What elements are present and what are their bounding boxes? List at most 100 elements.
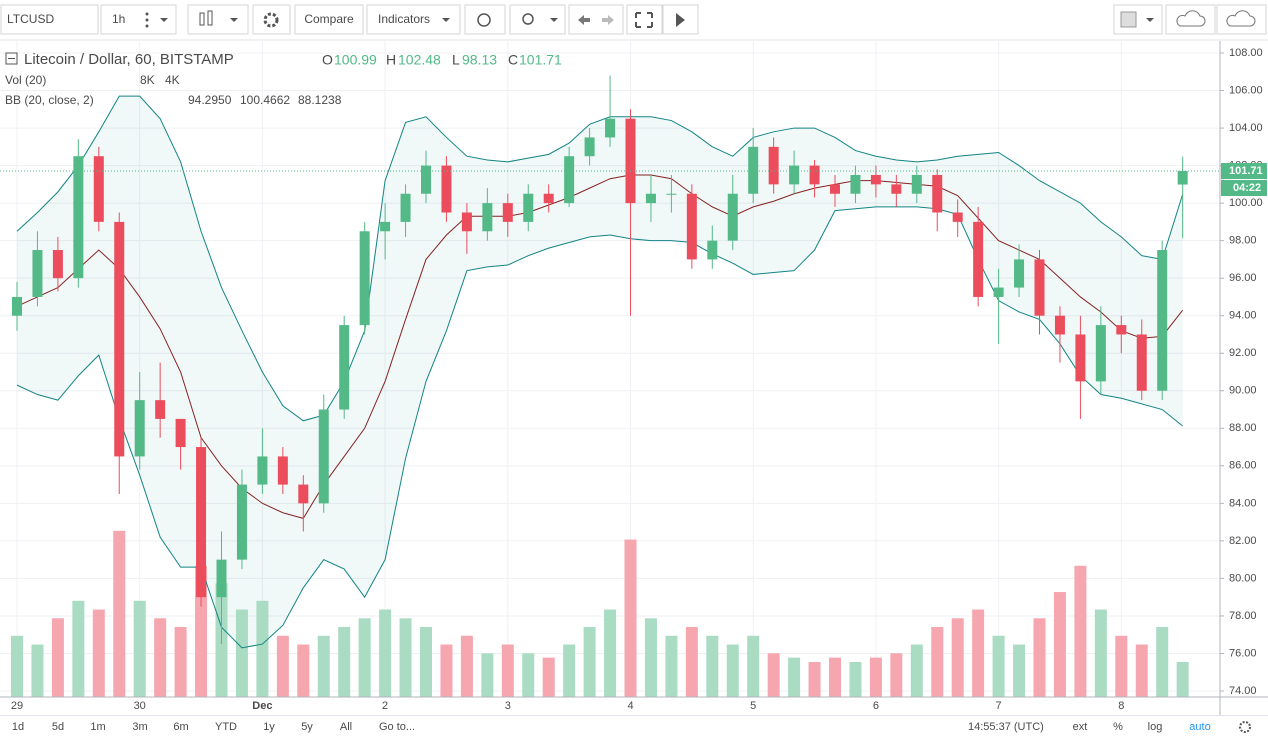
- ohlc-value: 101.71: [519, 52, 562, 68]
- candle-body: [666, 193, 677, 195]
- countdown-tag: [1221, 180, 1267, 197]
- candle-body: [93, 156, 104, 222]
- candle-body: [1075, 334, 1086, 382]
- color-swatch: [1120, 11, 1137, 28]
- ohlc-label: H: [386, 52, 396, 68]
- replay-box[interactable]: [662, 4, 699, 35]
- candle-body: [605, 118, 616, 138]
- y-tick-label: 78.00: [1229, 610, 1257, 622]
- scale-option[interactable]: ext: [1073, 721, 1088, 733]
- volume-bar: [133, 600, 146, 697]
- alert-box[interactable]: [464, 4, 506, 35]
- idea-box[interactable]: [509, 4, 566, 35]
- volume-bar: [440, 644, 453, 697]
- load-box[interactable]: [1165, 4, 1216, 35]
- range-button[interactable]: 5y: [301, 721, 313, 733]
- bottom-controls: 1d 5d 1m 3m 6m YTD 1y 5y All Go to... 14:55:37 (UT…: [12, 721, 1251, 733]
- scale-option[interactable]: auto: [1189, 721, 1210, 733]
- volume-bar: [256, 600, 269, 697]
- range-button[interactable]: 1m: [90, 721, 105, 733]
- volume-bar: [1176, 662, 1189, 697]
- volume-bar: [297, 644, 310, 697]
- volume-bar: [51, 618, 64, 697]
- candle-body: [830, 184, 840, 194]
- candle-body: [1095, 325, 1106, 382]
- settings-icon[interactable]: [1239, 721, 1251, 733]
- volume-bar: [1033, 618, 1046, 697]
- candle-body: [257, 456, 268, 485]
- y-tick-label: 84.00: [1229, 497, 1257, 509]
- ohlc-label: L: [452, 52, 460, 68]
- load-icon: [1176, 10, 1206, 27]
- range-button[interactable]: YTD: [215, 721, 237, 733]
- compare-box[interactable]: [294, 4, 364, 35]
- indicators-button[interactable]: Indicators: [378, 12, 430, 26]
- y-tick-label: 96.00: [1229, 272, 1257, 284]
- chart-style-box[interactable]: [187, 4, 249, 35]
- range-button[interactable]: 3m: [132, 721, 147, 733]
- fullscreen-box[interactable]: [626, 4, 663, 35]
- save-icon: [1226, 10, 1256, 27]
- ohlc-label: C: [508, 52, 518, 68]
- range-button[interactable]: All: [340, 721, 352, 733]
- candle-body: [911, 174, 922, 194]
- volume-bar: [1156, 627, 1169, 697]
- bb-legend-value: 100.4662: [240, 93, 290, 107]
- interval[interactable]: 1h: [112, 12, 125, 26]
- settings-box[interactable]: [252, 4, 291, 35]
- compare-button[interactable]: Compare: [304, 12, 354, 26]
- symbol[interactable]: LTCUSD: [7, 12, 54, 26]
- range-button[interactable]: 5d: [52, 721, 64, 733]
- settings-icon: [263, 12, 279, 28]
- volume-bar: [154, 618, 167, 697]
- undo-icon[interactable]: [578, 15, 590, 25]
- candle-body: [564, 156, 575, 204]
- volume-bar: [992, 635, 1005, 697]
- candle-body: [52, 250, 63, 279]
- volume-bar: [747, 635, 760, 697]
- goto-button[interactable]: Go to...: [379, 721, 415, 733]
- redo-icon[interactable]: [602, 15, 614, 25]
- bb-legend-name: BB (20, close, 2): [5, 93, 94, 107]
- plot-area: [0, 41, 1220, 697]
- candle-body: [175, 418, 186, 448]
- y-tick-label: 76.00: [1229, 647, 1257, 659]
- candle-body: [993, 287, 1004, 297]
- scale-option[interactable]: %: [1113, 721, 1123, 733]
- last-price-label: 101.71: [1229, 165, 1263, 177]
- y-tick-label: 90.00: [1229, 385, 1257, 397]
- volume-bar: [317, 635, 330, 697]
- candle-body: [380, 221, 391, 232]
- scale-option[interactable]: log: [1148, 721, 1163, 733]
- candle-body: [809, 165, 820, 185]
- volume-bar: [706, 635, 719, 697]
- volume-bar: [644, 618, 657, 697]
- x-tick-label: 8: [1118, 700, 1124, 712]
- volume-bar: [849, 662, 862, 697]
- undo-redo-box[interactable]: [568, 4, 624, 35]
- fullscreen-icon: [635, 12, 653, 28]
- candle-body: [645, 193, 656, 204]
- candle-body: [1054, 315, 1065, 335]
- clock: 14:55:37 (UTC): [968, 721, 1044, 733]
- alert-icon: [477, 13, 491, 27]
- volume-bar: [420, 627, 432, 697]
- x-tick-label: 3: [505, 700, 511, 712]
- save-box[interactable]: [1216, 4, 1267, 35]
- range-button[interactable]: 1y: [263, 721, 275, 733]
- axes: 74.00 76.00 78.00 80.00 82.00 84.00 86.00 88.00…: [11, 47, 1267, 712]
- range-button[interactable]: 6m: [173, 721, 188, 733]
- candle-body: [155, 400, 166, 419]
- volume-bar: [460, 635, 473, 697]
- candle-body: [339, 325, 350, 410]
- volume-bar: [11, 635, 23, 697]
- candle-body: [1136, 334, 1147, 391]
- volume-bar: [583, 627, 596, 697]
- volume-bar: [563, 644, 576, 697]
- range-button[interactable]: 1d: [12, 721, 24, 733]
- symbol-box[interactable]: [0, 4, 99, 35]
- y-tick-label: 92.00: [1229, 347, 1257, 359]
- color-arrow: [1146, 18, 1154, 22]
- candle-body: [584, 137, 595, 157]
- interval-menu-icon[interactable]: [145, 12, 169, 28]
